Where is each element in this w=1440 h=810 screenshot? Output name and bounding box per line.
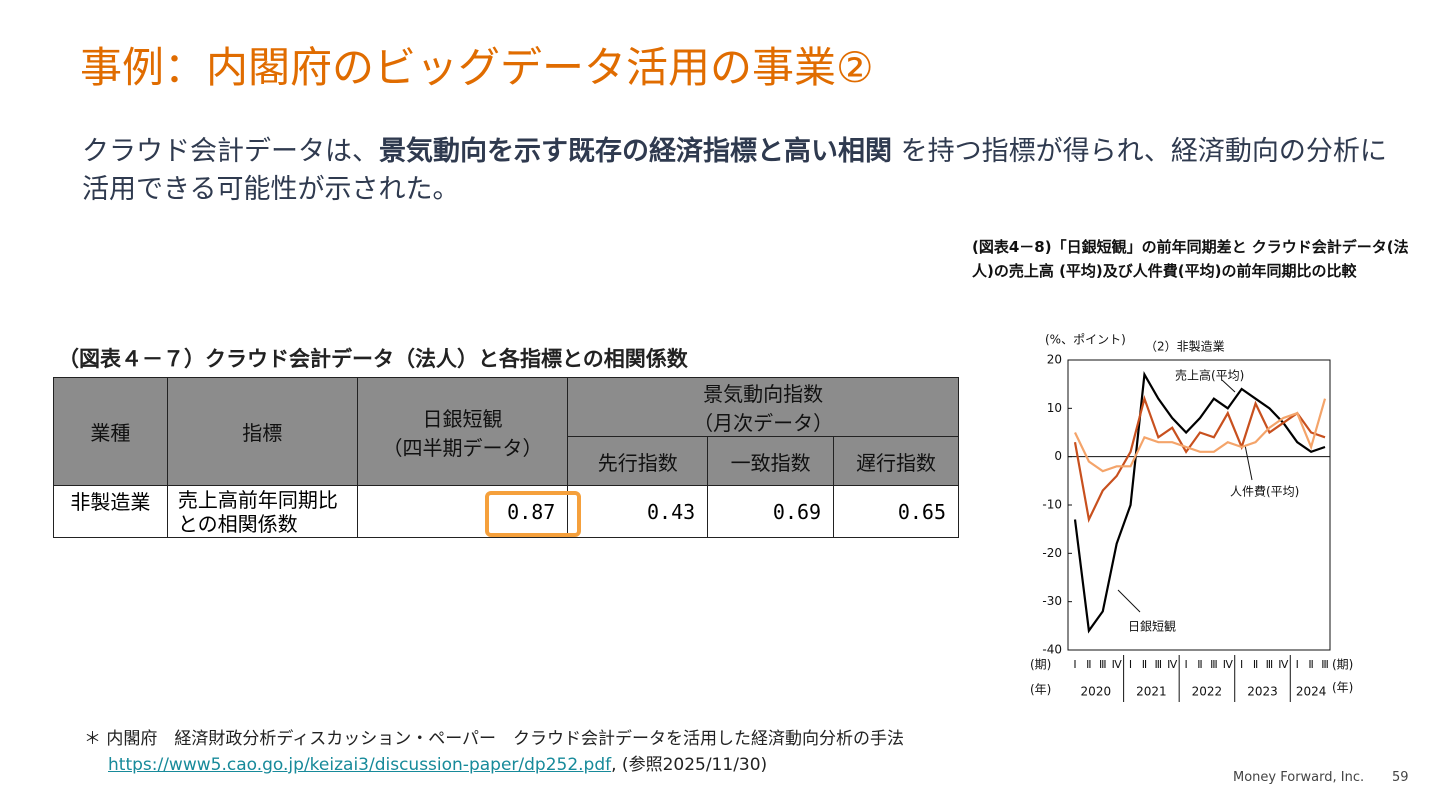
year-label: 2020 <box>1081 685 1112 699</box>
cell: 売上高前年同期比 との相関係数 <box>166 485 358 538</box>
y-tick-label: 0 <box>1054 449 1062 463</box>
header-text: （四半期データ） <box>382 435 543 460</box>
footnote: ＊ 内閣府 経済財政分析ディスカッション・ペーパー クラウド会計データを活用した… <box>84 726 904 778</box>
table: 業種 指標 日銀短観 （四半期データ） 景気動向指数 （月次データ） 先行指数 一致指数 遅行… <box>53 377 959 538</box>
cell: 0.69 <box>707 485 835 538</box>
header-text: （月次データ） <box>693 411 834 435</box>
x-tick-label: Ⅲ <box>1321 658 1329 671</box>
y-tick-label: -10 <box>1042 498 1062 512</box>
chart-subtitle: （2）非製造業 <box>1145 340 1225 354</box>
y-axis-label: (%、ポイント) <box>1045 333 1126 347</box>
x-tick-label: Ⅱ <box>1142 658 1147 671</box>
x-tick-label: Ⅱ <box>1253 658 1258 671</box>
company: Money Forward, Inc. <box>1233 770 1365 785</box>
highlight-box <box>485 491 581 537</box>
cell: 0.43 <box>567 485 709 538</box>
x-tick-label: Ⅳ <box>1112 658 1123 671</box>
plot-frame <box>1067 359 1331 651</box>
header-cell: 日銀短観 （四半期データ） <box>356 377 569 486</box>
year-label: 2024 <box>1296 685 1327 699</box>
x-tick-label: Ⅲ <box>1210 658 1218 671</box>
cell: 非製造業 <box>53 485 168 538</box>
x-tick-label: Ⅱ <box>1197 658 1202 671</box>
x-tick-label: Ⅳ <box>1278 658 1289 671</box>
header-cell: 先行指数 <box>567 436 709 486</box>
link[interactable]: https://www5.cao.go.jp/keizai3/discussio… <box>108 755 612 775</box>
cell-text: 売上高前年同期比 <box>177 487 338 512</box>
arrow <box>1244 444 1253 481</box>
cell-text: との相関係数 <box>177 511 298 536</box>
x-year-label: (年) <box>1332 681 1353 695</box>
line-series <box>1074 398 1327 473</box>
header-cell: 一致指数 <box>707 436 835 486</box>
arrow <box>1221 379 1236 393</box>
year-label: 2023 <box>1247 685 1278 699</box>
x-period-label: (期) <box>1030 658 1051 672</box>
header-cell: 景気動向指数 （月次データ） <box>567 377 959 437</box>
x-tick-label: Ⅰ <box>1184 658 1187 671</box>
table-wrap: 業種 指標 日銀短観 （四半期データ） 景気動向指数 （月次データ） 先行指数 一致指数 遅行… <box>53 377 959 538</box>
y-tick-label: -40 <box>1042 643 1062 657</box>
x-tick-label: Ⅰ <box>1073 658 1076 671</box>
header-cell: 遅行指数 <box>833 436 959 486</box>
lead: クラウド会計データは、 <box>82 136 379 167</box>
cell: 0.65 <box>833 485 959 538</box>
footnote-marker: ＊ <box>84 729 101 749</box>
y-tick-label: -30 <box>1042 594 1062 608</box>
line-series <box>1073 394 1326 524</box>
x-tick-label: Ⅲ <box>1099 658 1107 671</box>
series-annotation: 日銀短観 <box>1128 620 1176 634</box>
line-series <box>1073 371 1326 634</box>
header-text: 景気動向指数 <box>703 382 824 406</box>
slide-title: 事例：内閣府のビッグデータ活用の事業② <box>80 43 874 92</box>
x-tick-label: Ⅲ <box>1266 658 1274 671</box>
arrow <box>1117 589 1141 613</box>
y-tick-label: 20 <box>1047 353 1062 367</box>
x-tick-label: Ⅰ <box>1240 658 1243 671</box>
header-text: 日銀短観 <box>422 406 503 431</box>
body-text: クラウド会計データは、景気動向を示す既存の経済指標と高い相関 を持つ指標が得られ… <box>82 133 1392 209</box>
page-number: 59 <box>1392 770 1409 785</box>
y-tick-label: -20 <box>1042 546 1062 560</box>
header-cell: 業種 <box>53 377 168 486</box>
x-period-label: (期) <box>1332 658 1353 672</box>
x-tick-label: Ⅱ <box>1086 658 1091 671</box>
header-cell: 指標 <box>166 377 358 486</box>
x-tick-label: Ⅲ <box>1155 658 1163 671</box>
series-annotation: 人件費(平均) <box>1230 484 1299 499</box>
x-tick-label: Ⅱ <box>1308 658 1313 671</box>
x-tick-label: Ⅰ <box>1129 658 1132 671</box>
chart-title: (図表4－8)「日銀短観」の前年同期差と クラウド会計データ(法人)の売上高 (… <box>972 238 1409 280</box>
cell: 0.87 <box>356 485 569 538</box>
x-tick-label: Ⅰ <box>1296 658 1299 671</box>
reference: , (参照2025/11/30) <box>611 755 768 775</box>
year-label: 2022 <box>1192 685 1223 699</box>
x-tick-label: Ⅳ <box>1223 658 1234 671</box>
table-title: （図表４－７）クラウド会計データ（法人）と各指標との相関係数 <box>58 347 688 371</box>
series-annotation: 売上高(平均) <box>1175 368 1244 383</box>
x-tick-label: Ⅳ <box>1167 658 1178 671</box>
footnote-text: 内閣府 経済財政分析ディスカッション・ペーパー クラウド会計データを活用した経済… <box>106 729 905 749</box>
rest: を持つ指標が得られ、経済動向の分析に活用できる可能性が示された。 <box>82 136 1387 205</box>
emphasis: 景気動向を示す既存の経済指標と高い相関 <box>379 136 892 167</box>
y-tick-label: 10 <box>1047 401 1062 415</box>
chart: (%、ポイント) （2）非製造業 (期) (年) (期) (年) -40 -30 -… <box>1030 333 1353 702</box>
year-label: 2021 <box>1136 685 1167 699</box>
x-year-label: (年) <box>1030 683 1051 697</box>
